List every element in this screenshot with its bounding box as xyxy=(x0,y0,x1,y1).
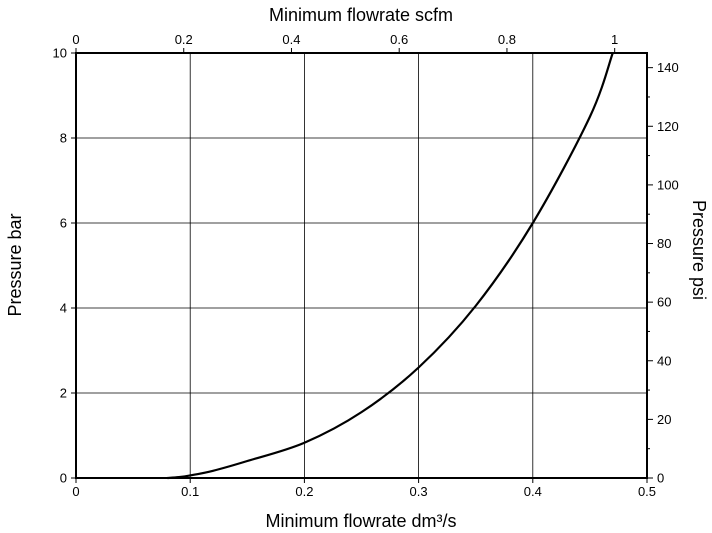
x2-tick-label: 0.2 xyxy=(175,32,193,47)
y-tick-label: 10 xyxy=(53,46,67,61)
y2-tick-label: 20 xyxy=(657,412,671,427)
y-tick-label: 6 xyxy=(60,216,67,231)
x-tick-label: 0.5 xyxy=(638,484,656,499)
grid-lines xyxy=(75,52,648,479)
x-tick-label: 0.4 xyxy=(524,484,542,499)
x-tick-label: 0.3 xyxy=(410,484,428,499)
y-tick-label: 8 xyxy=(60,131,67,146)
x2-tick-label: 0.4 xyxy=(282,32,300,47)
y2-tick-label: 40 xyxy=(657,353,671,368)
y2-tick-label: 140 xyxy=(657,60,679,75)
x-tick-label: 0.1 xyxy=(181,484,199,499)
y-axis-title: Pressure bar xyxy=(5,213,25,316)
y2-tick-label: 60 xyxy=(657,295,671,310)
y2-tick-label: 100 xyxy=(657,177,679,192)
y2-tick-label: 0 xyxy=(657,471,664,486)
y-tick-label: 0 xyxy=(60,471,67,486)
x-tick-label: 0 xyxy=(72,484,79,499)
y-tick-label: 2 xyxy=(60,386,67,401)
y2-axis-title: Pressure psi xyxy=(689,200,709,300)
x2-tick-label: 0.6 xyxy=(390,32,408,47)
x-tick-label: 0.2 xyxy=(295,484,313,499)
y-tick-label: 4 xyxy=(60,301,67,316)
x2-tick-label: 0.8 xyxy=(498,32,516,47)
x2-tick-label: 0 xyxy=(72,32,79,47)
series-line xyxy=(167,52,614,480)
y2-tick-label: 120 xyxy=(657,119,679,134)
axis-ticks xyxy=(71,48,653,483)
plot-frame xyxy=(75,52,648,479)
y2-tick-label: 80 xyxy=(657,236,671,251)
x2-axis-title: Minimum flowrate scfm xyxy=(269,5,453,25)
x2-tick-label: 1 xyxy=(611,32,618,47)
x-axis-title: Minimum flowrate dm³/s xyxy=(265,511,456,531)
